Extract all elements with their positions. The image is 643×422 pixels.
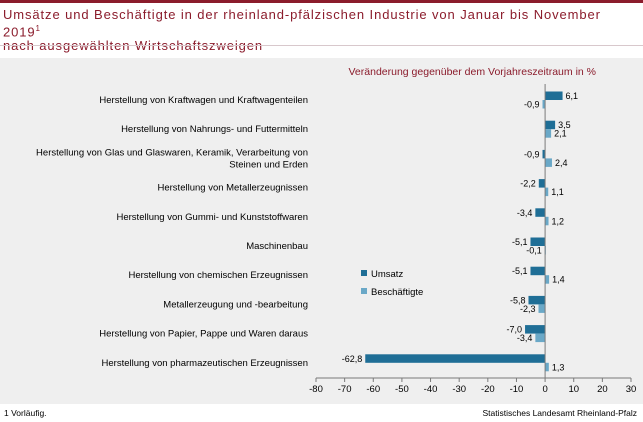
beschaeftigte-value-label: -0,1 [526, 246, 542, 256]
category-label: Herstellung von chemischen Erzeugnissen [128, 270, 308, 281]
beschaeftigte-bar [545, 187, 549, 197]
bar-chart: Veränderung gegenüber dem Vorjahreszeitr… [36, 66, 636, 395]
umsatz-bar [530, 266, 546, 276]
umsatz-value-label: -7,0 [507, 325, 523, 335]
beschaeftigte-bar [545, 216, 549, 226]
umsatz-bar [530, 237, 546, 246]
umsatz-value-label: -2,2 [520, 179, 536, 189]
category-label: Herstellung von Metallerzeugnissen [158, 183, 309, 194]
top-rule [0, 0, 643, 3]
beschaeftigte-value-label: -0,9 [524, 100, 540, 110]
category-label: Herstellung von Papier, Pappe und Waren … [99, 329, 308, 340]
beschaeftigte-value-label: 1,1 [551, 187, 564, 197]
category-label: Herstellung von Glas und Glaswaren, Kera… [36, 147, 308, 158]
chart-title: Umsätze und Beschäftigte in der rheinlan… [3, 7, 633, 53]
legend: Umsatz Beschäftigte [361, 269, 423, 298]
beschaeftigte-legend-label: Beschäftigte [371, 287, 423, 298]
x-tick-label: -30 [452, 384, 466, 395]
umsatz-value-label: 3,5 [558, 120, 571, 130]
category-label: Maschinenbau [246, 241, 308, 252]
category-label: Steinen und Erden [229, 159, 308, 170]
x-tick-label: 30 [626, 384, 637, 395]
beschaeftigte-bar [535, 333, 546, 343]
umsatz-value-label: -3,4 [517, 208, 533, 218]
x-tick-label: 0 [542, 384, 547, 395]
beschaeftigte-value-label: -2,3 [520, 304, 536, 314]
umsatz-bar [545, 120, 556, 130]
umsatz-value-label: -0,9 [524, 149, 540, 159]
category-label: Herstellung von Gummi- und Kunststoffwar… [117, 212, 309, 223]
beschaeftigte-legend-swatch [361, 288, 367, 294]
umsatz-bar [542, 149, 546, 159]
umsatz-value-label: -5,1 [512, 266, 528, 276]
beschaeftigte-value-label: 1,4 [552, 275, 565, 285]
bars-group: 6,1-0,93,52,1-0,92,4-2,21,1-3,41,2-5,1-0… [342, 91, 578, 372]
x-tick-label: -50 [395, 384, 409, 395]
x-tick-label: -40 [424, 384, 438, 395]
umsatz-value-label: -5,8 [510, 295, 526, 305]
umsatz-legend-label: Umsatz [371, 269, 403, 280]
category-label: Metallerzeugung und -bearbeitung [163, 299, 308, 310]
beschaeftigte-bar [545, 129, 552, 138]
beschaeftigte-bar [545, 362, 549, 372]
umsatz-bar [525, 325, 546, 334]
beschaeftigte-bar [545, 158, 552, 167]
umsatz-legend-swatch [361, 270, 367, 276]
source-note: Statistisches Landesamt Rheinland-Pfalz [482, 408, 638, 418]
chart-subtitle: Veränderung gegenüber dem Vorjahreszeitr… [349, 66, 597, 78]
beschaeftigte-value-label: 1,3 [552, 362, 565, 372]
x-tick-label: -10 [510, 384, 524, 395]
chart-panel [0, 58, 643, 404]
x-tick-label: 20 [597, 384, 608, 395]
umsatz-bar [535, 208, 546, 217]
x-tick-label: -20 [481, 384, 495, 395]
beschaeftigte-value-label: 2,4 [555, 158, 568, 168]
title-line-1: Umsätze und Beschäftigte in der rheinlan… [3, 7, 601, 40]
umsatz-bar [365, 354, 546, 363]
x-tick-label: 10 [568, 384, 579, 395]
umsatz-value-label: 6,1 [566, 91, 579, 101]
title-footnote-mark: 1 [35, 24, 41, 33]
title-divider [0, 45, 643, 46]
footnote: 1 Vorläufig. [4, 408, 47, 418]
category-labels: Herstellung von Kraftwagen und Kraftwage… [36, 95, 308, 369]
umsatz-value-label: -5,1 [512, 237, 528, 247]
umsatz-bar [538, 179, 546, 188]
category-label: Herstellung von pharmazeutischen Erzeugn… [102, 358, 308, 369]
beschaeftigte-bar [545, 275, 550, 284]
x-axis: -80 -70 -60 -50 -40 -30 -20 -10 0 10 20 30 [309, 84, 636, 395]
beschaeftigte-value-label: -3,4 [517, 333, 533, 343]
umsatz-bar [545, 91, 563, 100]
category-label: Herstellung von Nahrungs- und Futtermitt… [121, 124, 308, 135]
beschaeftigte-value-label: 1,2 [552, 216, 565, 226]
x-tick-label: -60 [366, 384, 380, 395]
beschaeftigte-bar [542, 100, 546, 109]
x-tick-label: -70 [338, 384, 352, 395]
beschaeftigte-value-label: 2,1 [554, 129, 567, 139]
category-label: Herstellung von Kraftwagen und Kraftwage… [99, 95, 308, 106]
beschaeftigte-bar [538, 304, 546, 313]
x-tick-label: -80 [309, 384, 323, 395]
umsatz-bar [528, 295, 546, 305]
umsatz-value-label: -62,8 [342, 354, 363, 364]
